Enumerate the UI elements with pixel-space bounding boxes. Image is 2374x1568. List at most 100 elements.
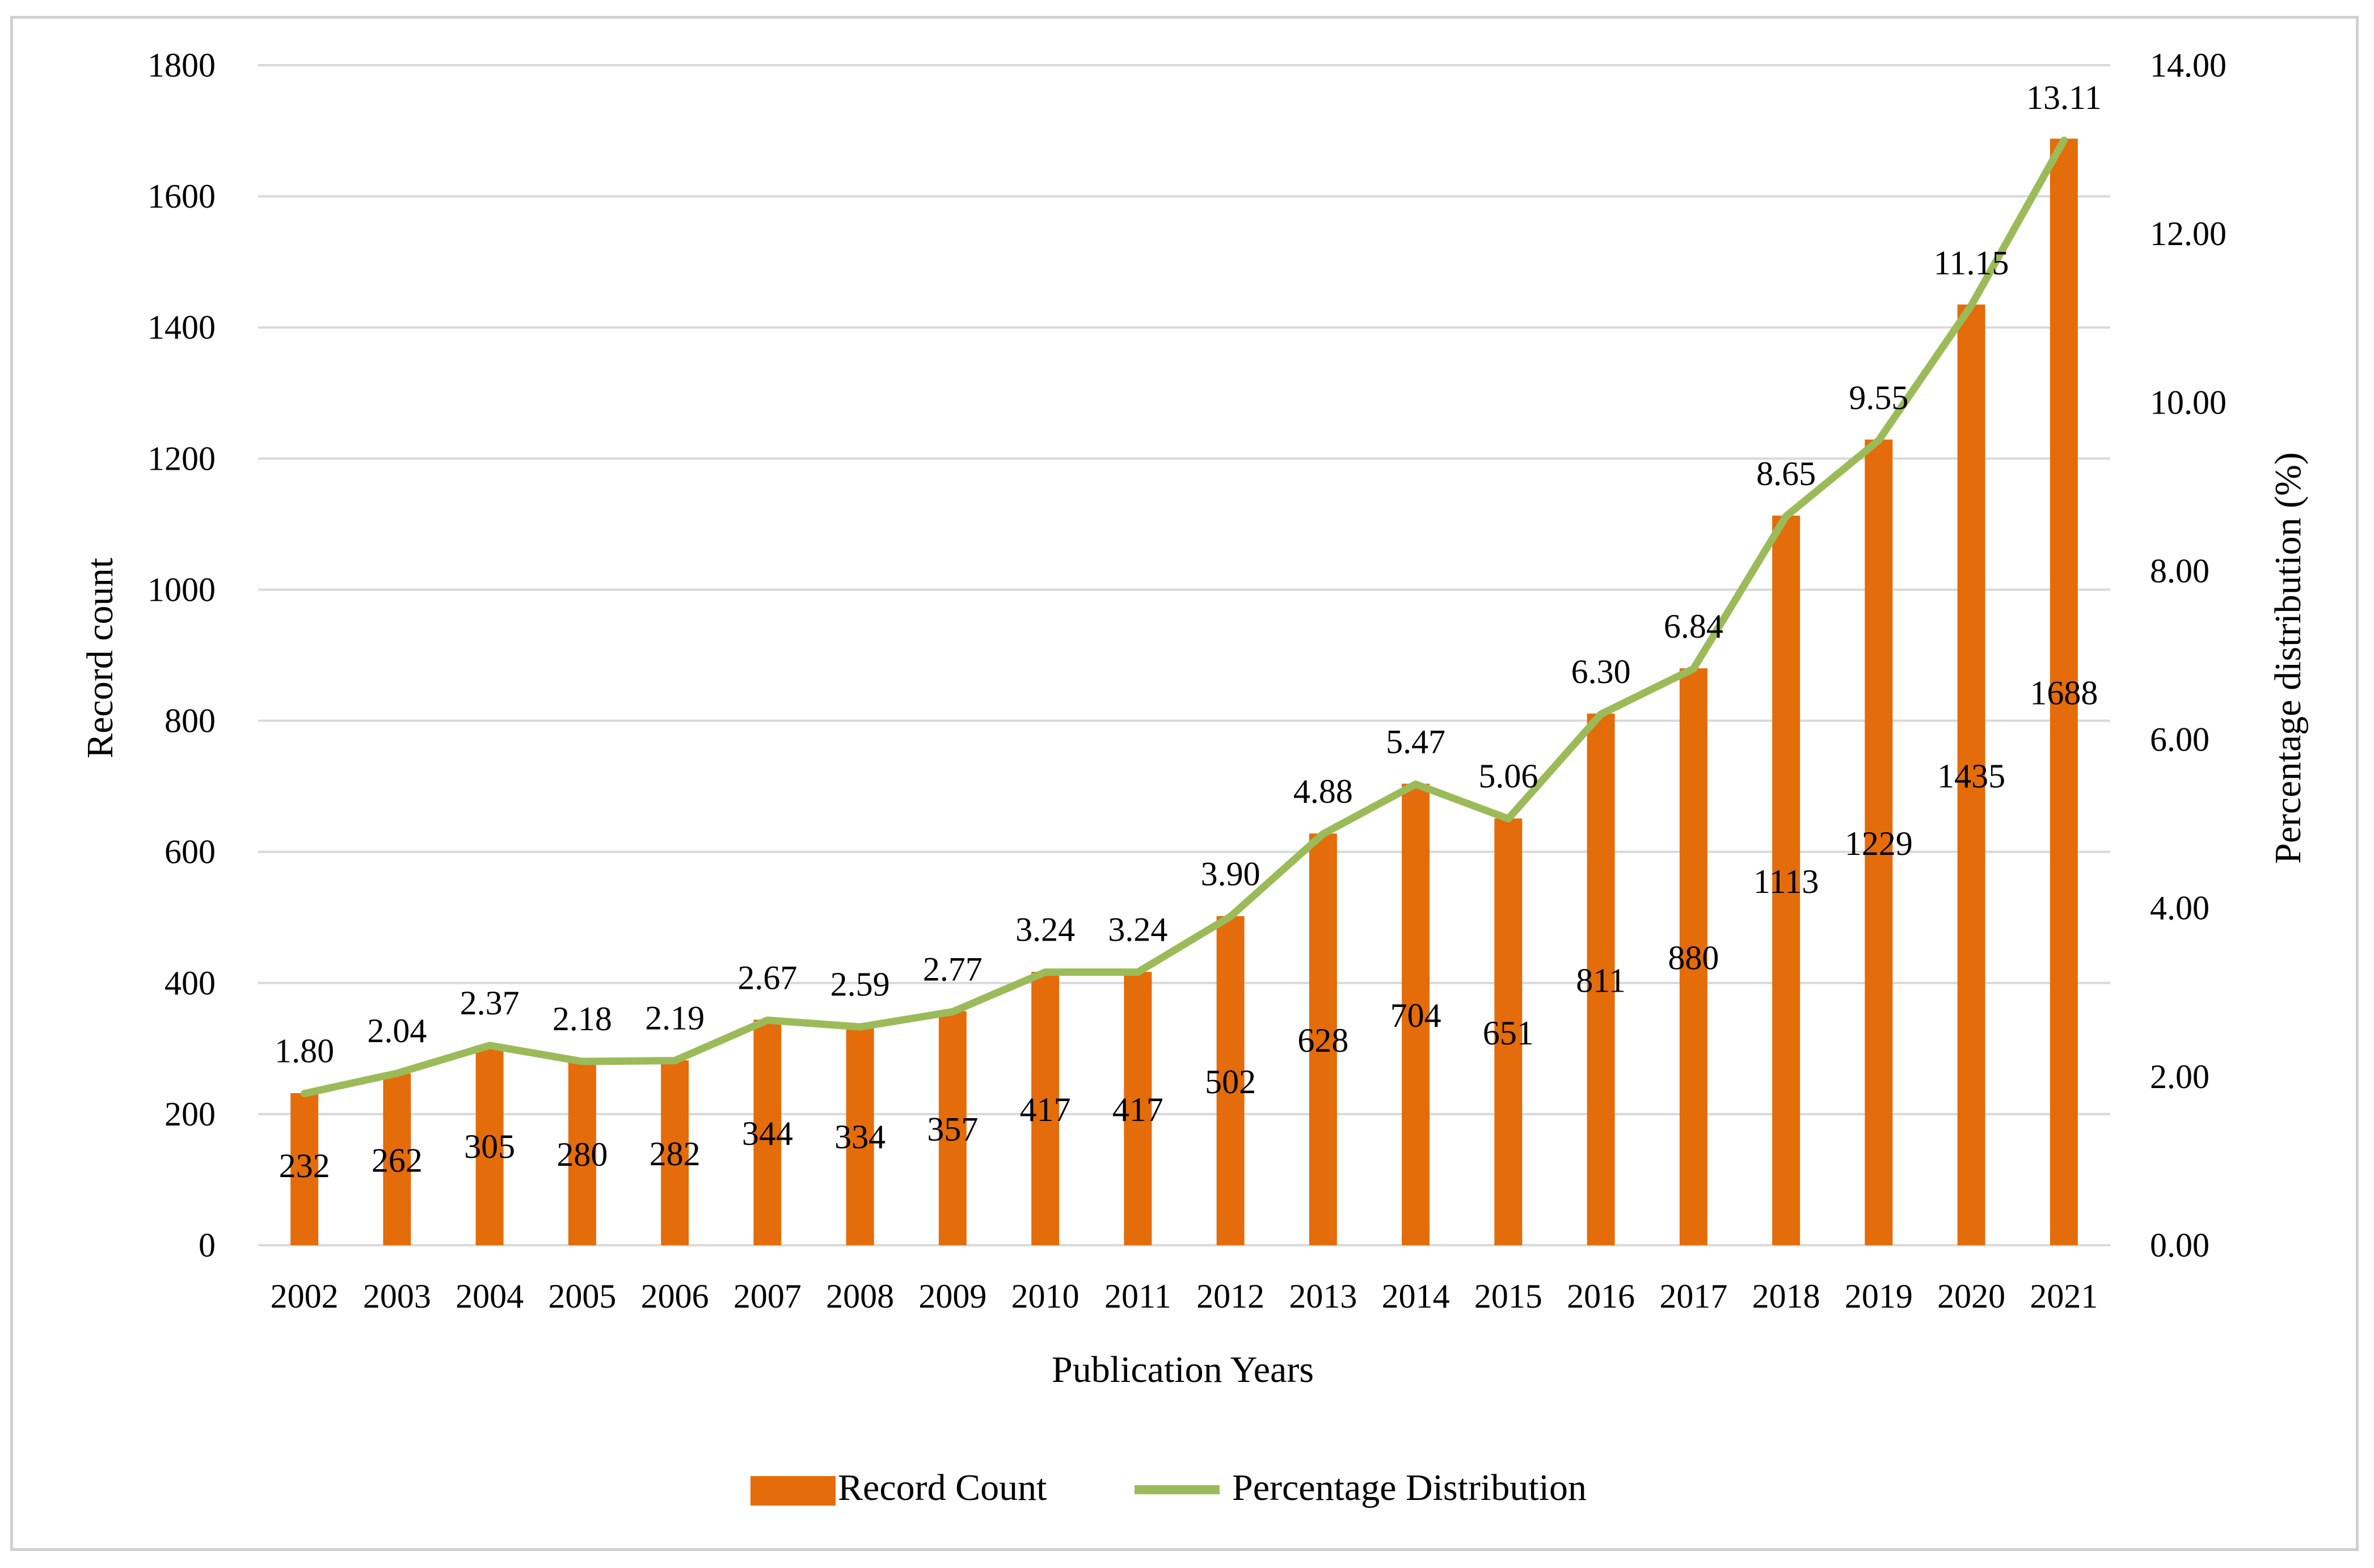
bar-value-label: 651 xyxy=(1483,1014,1534,1052)
line-value-label: 2.18 xyxy=(553,1000,612,1038)
x-tick-label: 2002 xyxy=(271,1278,339,1315)
y-tick-label: 0 xyxy=(199,1226,216,1264)
x-tick-label: 2003 xyxy=(363,1278,431,1315)
y2-tick-label: 2.00 xyxy=(2150,1058,2209,1095)
bar-value-label: 1113 xyxy=(1753,863,1819,900)
x-tick-label: 2010 xyxy=(1011,1278,1080,1315)
bar-value-label: 417 xyxy=(1020,1091,1071,1128)
line-value-label: 6.84 xyxy=(1664,608,1723,645)
x-tick-label: 2005 xyxy=(548,1278,616,1315)
bar xyxy=(846,1026,874,1245)
y2-axis-title: Percentage distribution (%) xyxy=(2267,452,2309,864)
line-series xyxy=(301,136,2068,1098)
line-value-label: 9.55 xyxy=(1849,379,1908,416)
y-axis-title: Record count xyxy=(79,558,121,758)
bar-series xyxy=(290,138,2078,1245)
bar-value-label: 280 xyxy=(556,1136,608,1173)
bar xyxy=(661,1060,689,1245)
x-axis-title: Publication Years xyxy=(1052,1349,1314,1390)
grid-lines xyxy=(258,64,2110,1246)
bar-value-label: 811 xyxy=(1576,962,1626,999)
bar-value-label: 305 xyxy=(464,1128,515,1165)
x-tick-label: 2016 xyxy=(1567,1278,1635,1315)
line-value-label: 3.90 xyxy=(1201,855,1260,893)
y2-tick-label: 8.00 xyxy=(2150,552,2209,589)
line-value-label: 2.67 xyxy=(737,959,797,996)
line-value-label: 11.15 xyxy=(1934,244,2009,281)
x-tick-label: 2012 xyxy=(1196,1278,1264,1315)
line-value-label: 2.77 xyxy=(923,950,983,988)
bar-value-label: 1688 xyxy=(2030,675,2098,712)
axis-ticks: 0 200 400 600 800 1000 1200 1400 1600 1800 0.00 2.0… xyxy=(147,47,2227,1315)
line-value-label: 5.06 xyxy=(1478,757,1538,795)
bar-value-label: 502 xyxy=(1205,1063,1256,1101)
bar xyxy=(1865,439,1893,1245)
bar xyxy=(290,1093,319,1245)
x-tick-label: 2018 xyxy=(1752,1278,1820,1315)
line-value-label: 2.04 xyxy=(367,1012,427,1049)
x-tick-label: 2008 xyxy=(826,1278,894,1315)
bar-value-label: 282 xyxy=(650,1135,701,1173)
y-tick-label: 1800 xyxy=(147,47,216,84)
x-tick-label: 2020 xyxy=(1937,1278,2005,1315)
x-tick-label: 2021 xyxy=(2030,1278,2098,1315)
y2-tick-label: 14.00 xyxy=(2150,47,2227,84)
y2-tick-label: 6.00 xyxy=(2150,721,2209,758)
bar xyxy=(1124,972,1152,1245)
bar xyxy=(1494,818,1523,1245)
bar xyxy=(383,1073,411,1245)
y2-tick-label: 4.00 xyxy=(2150,890,2209,927)
y-tick-label: 400 xyxy=(165,964,216,1002)
y-tick-label: 600 xyxy=(165,833,216,871)
y2-tick-label: 10.00 xyxy=(2150,383,2227,421)
y-tick-label: 1400 xyxy=(147,309,216,346)
bar-value-label: 334 xyxy=(834,1118,885,1156)
x-tick-label: 2014 xyxy=(1382,1278,1450,1315)
x-tick-label: 2017 xyxy=(1659,1278,1727,1315)
legend: Record Count Percentage Distribution xyxy=(750,1467,1587,1508)
y-tick-label: 800 xyxy=(165,702,216,740)
y-tick-label: 1600 xyxy=(147,178,216,215)
line-path xyxy=(301,136,2068,1098)
bar xyxy=(568,1061,596,1245)
bar xyxy=(1216,916,1245,1245)
bar-value-label: 344 xyxy=(742,1115,793,1152)
bar xyxy=(1772,515,1800,1245)
y2-tick-label: 0.00 xyxy=(2150,1226,2209,1264)
x-tick-label: 2015 xyxy=(1474,1278,1542,1315)
x-tick-label: 2004 xyxy=(456,1278,524,1315)
y-tick-label: 1000 xyxy=(147,571,216,608)
x-tick-label: 2009 xyxy=(918,1278,986,1315)
legend-label-percentage-distribution: Percentage Distribution xyxy=(1232,1467,1587,1508)
line-value-label: 8.65 xyxy=(1756,455,1816,492)
bar-value-label: 357 xyxy=(927,1111,978,1148)
bar-value-label: 704 xyxy=(1390,997,1441,1034)
bar xyxy=(753,1019,782,1245)
line-value-label: 6.30 xyxy=(1571,653,1631,690)
x-tick-label: 2006 xyxy=(641,1278,709,1315)
bar-value-label: 262 xyxy=(372,1142,423,1179)
x-tick-label: 2013 xyxy=(1289,1278,1357,1315)
bar xyxy=(1679,668,1707,1245)
x-tick-label: 2007 xyxy=(733,1278,802,1315)
bar-value-label: 232 xyxy=(279,1147,330,1185)
y2-tick-label: 12.00 xyxy=(2150,215,2227,252)
x-tick-label: 2011 xyxy=(1104,1278,1171,1315)
bar xyxy=(1957,304,1985,1245)
line-value-label: 2.59 xyxy=(830,966,890,1003)
bar xyxy=(2050,138,2078,1245)
line-value-label: 2.19 xyxy=(645,1000,705,1037)
line-value-label: 1.80 xyxy=(275,1032,334,1070)
bar-value-label: 1435 xyxy=(1937,757,2005,795)
bar xyxy=(1031,972,1060,1245)
bar-value-label: 1229 xyxy=(1845,825,1913,862)
line-value-label: 3.24 xyxy=(1015,911,1075,949)
line-value-label: 5.47 xyxy=(1386,723,1445,760)
line-value-label: 3.24 xyxy=(1108,911,1167,949)
y-tick-label: 200 xyxy=(165,1095,216,1133)
x-tick-label: 2019 xyxy=(1845,1278,1913,1315)
bar-value-label: 880 xyxy=(1668,939,1719,977)
bar xyxy=(1402,783,1430,1245)
bar xyxy=(1587,713,1615,1245)
